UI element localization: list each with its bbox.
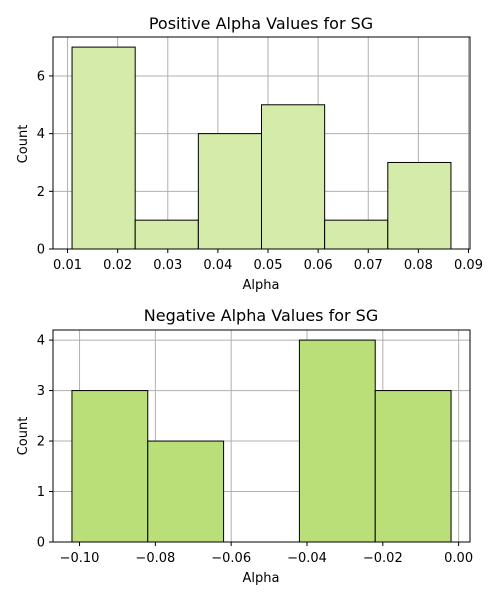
y-tick-label: 2 [37, 435, 45, 450]
x-tick-label: 0.09 [454, 258, 483, 273]
x-tick-label: −0.10 [60, 551, 100, 566]
bars [71, 339, 452, 543]
histogram-bar [197, 133, 262, 250]
y-axis-label: Count [16, 417, 31, 456]
x-axis-ticks: 0.01 0.02 0.03 0.04 0.05 0.06 0.07 0.08 0.09 [53, 249, 483, 273]
x-tick-label: 0.04 [203, 258, 232, 273]
negative-alpha-panel: Negative Alpha Values for SG −0.10 −0.08−… [16, 306, 473, 586]
y-tick-label: 6 [37, 69, 45, 84]
y-tick-label: 0 [37, 243, 45, 258]
histogram-bar [324, 219, 389, 250]
x-axis-label: Alpha [243, 278, 280, 293]
y-tick-label: 3 [37, 384, 45, 399]
panel-title: Positive Alpha Values for SG [149, 14, 373, 33]
x-axis-label: Alpha [243, 571, 280, 586]
x-tick-label: 0.03 [153, 258, 182, 273]
y-tick-label: 4 [37, 334, 45, 349]
y-tick-label: 2 [37, 185, 45, 200]
y-axis-ticks: 0 2 4 6 [37, 69, 53, 258]
histogram-bar [134, 219, 199, 250]
y-axis-label: Count [16, 125, 31, 164]
x-tick-label: −0.08 [135, 551, 175, 566]
panel-title: Negative Alpha Values for SG [144, 306, 378, 325]
x-tick-label: 0.02 [103, 258, 132, 273]
x-tick-label: −0.06 [211, 551, 251, 566]
x-tick-label: 0.07 [354, 258, 383, 273]
positive-alpha-panel: Positive Alpha Values for SG 0.01 0.02 0.0… [16, 14, 483, 293]
y-tick-label: 0 [37, 536, 45, 551]
y-axis-ticks: 0 1 2 3 4 [37, 334, 53, 551]
histogram-bar [374, 390, 452, 543]
histogram-bar [71, 390, 149, 543]
histogram-bar [298, 339, 376, 543]
x-tick-label: 0.08 [404, 258, 433, 273]
x-tick-label: 0.06 [304, 258, 333, 273]
y-tick-label: 1 [37, 485, 45, 500]
x-tick-label: 0.01 [53, 258, 82, 273]
histogram-bar [387, 161, 452, 250]
x-axis-ticks: −0.10 −0.08 −0.06 −0.04 −0.02 0.00 [60, 542, 473, 566]
bars [71, 46, 452, 250]
histogram-bar [147, 440, 225, 543]
y-tick-label: 4 [37, 127, 45, 142]
x-tick-label: 0.05 [254, 258, 283, 273]
histogram-bar [261, 104, 326, 250]
plot-frame [52, 36, 471, 250]
x-tick-label: −0.02 [363, 551, 403, 566]
plot-frame [52, 329, 471, 543]
x-tick-label: −0.04 [287, 551, 327, 566]
x-tick-label: 0.00 [444, 551, 473, 566]
histogram-bar [71, 46, 136, 250]
